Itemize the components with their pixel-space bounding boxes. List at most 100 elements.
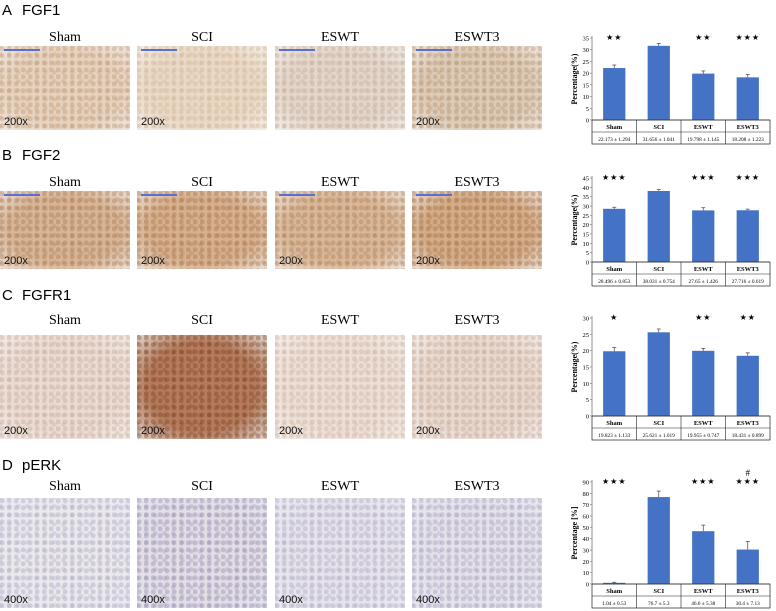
- x-category-label: ESWT3: [737, 420, 760, 427]
- x-category-label: SCI: [653, 588, 664, 595]
- magnification-label: 200x: [4, 425, 28, 437]
- significance-marker: ★★★: [735, 477, 760, 486]
- data-table-value: 28.496 ± 0.853: [598, 279, 630, 285]
- data-table-value: 19.823 ± 1.133: [598, 433, 630, 439]
- group-label: ESWT: [320, 175, 360, 190]
- y-tick-label: 10: [583, 94, 590, 101]
- scale-bar: [4, 194, 40, 196]
- panel-title: FGFR1: [22, 287, 72, 304]
- y-tick-label: 30: [583, 204, 590, 211]
- bar: [692, 73, 715, 120]
- y-tick-label: 25: [583, 332, 590, 339]
- y-tick-label: 50: [583, 525, 590, 532]
- y-tick-label: 20: [583, 559, 590, 566]
- x-category-label: ESWT: [694, 124, 713, 131]
- panel-title: FGF1: [22, 2, 61, 19]
- group-label: SCI: [191, 313, 213, 328]
- y-tick-label: 45: [583, 176, 590, 183]
- significance-marker: ★★★: [735, 173, 760, 182]
- y-tick-label: 90: [583, 480, 590, 487]
- data-table-value: 31.656 ± 1.041: [643, 137, 675, 143]
- y-tick-label: 60: [583, 514, 590, 521]
- bar: [692, 350, 715, 416]
- y-tick-label: 20: [583, 222, 590, 229]
- significance-marker: ★★★: [602, 173, 627, 182]
- micrograph-eswt: 200x: [275, 335, 405, 439]
- panel-letter: D: [2, 457, 13, 474]
- bar: [736, 210, 759, 262]
- bar: [603, 582, 626, 584]
- data-table-value: 38.031 ± 0.754: [643, 279, 675, 285]
- data-table-value: 30.4 ± 7.13: [736, 601, 760, 607]
- y-axis-label: Percentage(%): [570, 53, 579, 104]
- micrograph-sham: 400x: [0, 498, 130, 608]
- data-table-value: 18.208 ± 1.223: [732, 137, 764, 143]
- data-table-value: 76.7 ± 5.3: [648, 601, 670, 607]
- data-table-value: 18.431 ± 0.899: [732, 433, 764, 439]
- data-table-value: 46.6 ± 5.38: [691, 601, 715, 607]
- x-category-label: ESWT: [694, 420, 713, 427]
- x-category-label: Sham: [606, 266, 622, 273]
- y-tick-label: 30: [583, 316, 590, 323]
- group-label: ESWT3: [454, 313, 500, 328]
- magnification-label: 400x: [416, 594, 440, 606]
- group-label: SCI: [191, 479, 213, 494]
- y-tick-label: 25: [583, 59, 590, 66]
- group-label: Sham: [49, 313, 81, 328]
- data-table-value: 19.798 ± 1.145: [687, 137, 719, 143]
- micrograph-eswt3: 400x: [412, 498, 542, 608]
- y-tick-label: 10: [583, 241, 590, 248]
- significance-marker: ★★: [740, 313, 756, 322]
- y-tick-label: 0: [586, 414, 589, 421]
- x-category-label: Sham: [606, 588, 622, 595]
- data-table-value: 19.955 ± 0.747: [687, 433, 719, 439]
- bar: [603, 68, 626, 120]
- magnification-label: 200x: [279, 255, 303, 267]
- micrograph-sci: 200x: [137, 335, 267, 439]
- data-table-value: 22.173 ± 1.294: [598, 137, 630, 143]
- micrograph-sci: 200x: [137, 191, 267, 269]
- group-label: ESWT3: [454, 175, 500, 190]
- magnification-label: 400x: [279, 594, 303, 606]
- group-label: SCI: [191, 175, 213, 190]
- x-category-label: Sham: [606, 420, 622, 427]
- panel-letter: C: [2, 287, 13, 304]
- significance-marker: ★★★: [691, 477, 716, 486]
- significance-marker-hash: #: [746, 468, 751, 478]
- bar: [647, 332, 670, 416]
- micrograph-sham: 200x: [0, 46, 130, 130]
- y-tick-label: 70: [583, 502, 590, 509]
- scale-bar: [141, 49, 177, 51]
- group-label: Sham: [49, 175, 81, 190]
- y-tick-label: 5: [586, 106, 589, 113]
- magnification-label: 200x: [279, 425, 303, 437]
- x-category-label: Sham: [606, 124, 622, 131]
- group-label: Sham: [49, 479, 81, 494]
- panel-letter: A: [2, 2, 13, 19]
- magnification-label: 200x: [141, 255, 165, 267]
- y-tick-label: 20: [583, 71, 590, 78]
- micrograph-sci: 400x: [137, 498, 267, 608]
- bar: [603, 208, 626, 262]
- scale-bar: [279, 49, 315, 51]
- x-category-label: ESWT3: [737, 588, 760, 595]
- bar: [736, 77, 759, 120]
- data-table-value: 27.716 ± 0.619: [732, 279, 764, 285]
- magnification-label: 400x: [4, 594, 28, 606]
- y-tick-label: 15: [583, 232, 590, 239]
- x-category-label: ESWT3: [737, 124, 760, 131]
- x-category-label: SCI: [653, 420, 664, 427]
- panel-title: FGF2: [22, 147, 61, 164]
- micrograph-sham: 200x: [0, 335, 130, 439]
- bar: [736, 549, 759, 584]
- data-table-value: 27.65 ± 1.426: [689, 279, 719, 285]
- y-tick-label: 35: [583, 36, 590, 43]
- panel-d: D pERK Sham SCI ESWT ESWT3 400x 400x 400…: [0, 455, 776, 611]
- y-tick-label: 15: [583, 365, 590, 372]
- y-axis-label: Percentage [%]: [570, 506, 579, 559]
- significance-marker: ★★: [606, 33, 622, 42]
- scale-bar: [416, 49, 452, 51]
- bar: [603, 351, 626, 416]
